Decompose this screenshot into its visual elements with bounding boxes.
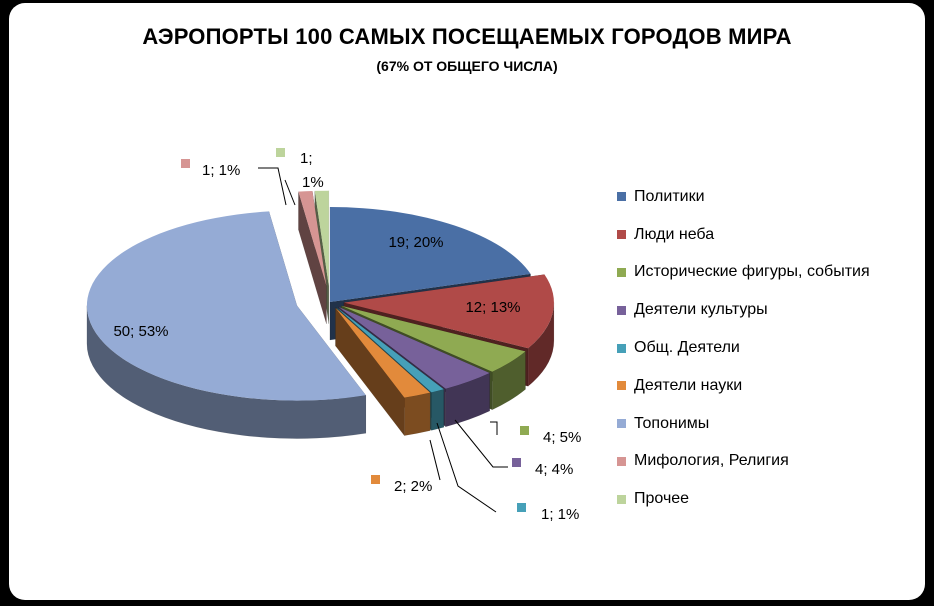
data-label-swatch-4: [517, 503, 526, 512]
data-label-swatch-5: [371, 475, 380, 484]
slice-1: [343, 274, 554, 349]
legend-item: Деятели науки: [617, 367, 870, 405]
legend-label: Прочее: [634, 490, 690, 508]
legend-item: Люди неба: [617, 216, 870, 254]
data-label-3: 4; 4%: [535, 461, 573, 478]
slice-5: [335, 307, 431, 398]
leader-line-5: [429, 439, 441, 481]
slice-6: [86, 211, 366, 401]
data-labels: 19; 20% 12; 13% 4; 5% 4; 4% 1; 1% 2; 2% 50; 53…: [113, 148, 581, 523]
slice-8: [314, 190, 329, 286]
legend-label: Люди неба: [634, 225, 715, 243]
pie-slices: [86, 190, 554, 401]
legend-swatch: [617, 494, 626, 504]
data-label-5: 2; 2%: [394, 478, 432, 495]
slice-0: [330, 207, 531, 302]
slice-edge-7-0: [298, 191, 327, 324]
legend-item: Исторические фигуры, события: [617, 254, 870, 292]
chart-subtitle: (67% ОТ ОБЩЕГО ЧИСЛА): [376, 58, 558, 74]
slice-7: [298, 191, 327, 286]
data-label-swatch-8: [276, 148, 285, 157]
slice-3: [338, 306, 490, 389]
data-label-6: 50; 53%: [113, 323, 168, 340]
legend-swatch: [617, 192, 626, 202]
legend-swatch: [617, 381, 626, 391]
slice-wall-5: [404, 392, 431, 436]
legend-label: Деятели культуры: [634, 301, 768, 319]
legend-label: Топонимы: [634, 414, 710, 432]
leader-line-7: [258, 167, 287, 206]
legend-swatch: [617, 305, 626, 315]
leader-line-4: [436, 422, 497, 513]
data-label-4: 1; 1%: [541, 506, 579, 523]
data-label-7: 1; 1%: [202, 162, 240, 179]
legend-item: Политики: [617, 178, 870, 216]
legend-swatch: [617, 343, 626, 353]
legend-label: Мифология, Религия: [634, 452, 789, 470]
data-label-0: 19; 20%: [388, 234, 443, 251]
legend-label: Исторические фигуры, события: [634, 263, 870, 281]
data-label-swatch-7: [181, 159, 190, 168]
legend-item: Топонимы: [617, 405, 870, 443]
data-label-1: 12; 13%: [465, 299, 520, 316]
leader-line-2: [490, 421, 498, 435]
leader-line-3: [454, 419, 508, 468]
legend-item: Деятели культуры: [617, 291, 870, 329]
legend-swatch: [617, 267, 626, 277]
slice-4: [336, 307, 444, 393]
legend-label: Деятели науки: [634, 376, 743, 394]
legend-swatch: [617, 456, 626, 466]
leader-line-8: [284, 179, 296, 206]
data-label-swatch-2: [520, 426, 529, 435]
legend-label: Политики: [634, 187, 705, 205]
legend-item: Общ. Деятели: [617, 329, 870, 367]
legend-swatch: [617, 419, 626, 429]
data-label-8: 1; 1%: [300, 150, 324, 191]
legend-item: Прочее: [617, 480, 870, 518]
legend-swatch: [617, 230, 626, 240]
data-label-2: 4; 5%: [543, 429, 581, 446]
chart-legend: Политики Люди неба Исторические фигуры, со…: [617, 178, 870, 518]
legend-label: Общ. Деятели: [634, 339, 740, 357]
chart-title: АЭРОПОРТЫ 100 САМЫХ ПОСЕЩАЕМЫХ ГОРОДОВ М…: [142, 24, 792, 49]
data-label-swatch-3: [512, 458, 521, 467]
slice-2: [341, 305, 526, 372]
legend-item: Мифология, Религия: [617, 443, 870, 481]
